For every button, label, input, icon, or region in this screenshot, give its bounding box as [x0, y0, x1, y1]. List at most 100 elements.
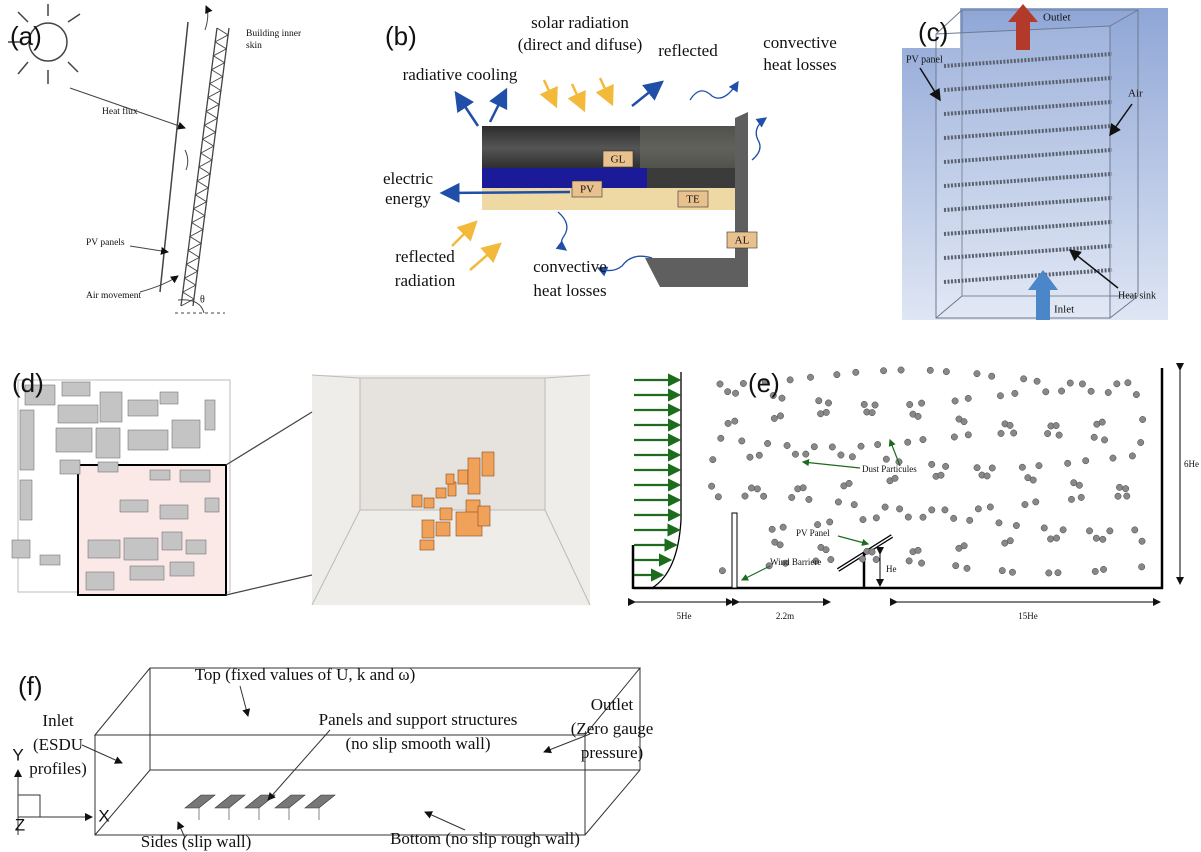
annotation: Dust Particules [862, 464, 917, 474]
dust-particle [771, 415, 777, 421]
dust-particle [1079, 381, 1085, 387]
dust-particle [929, 461, 935, 467]
dust-particle [1022, 501, 1028, 507]
building [58, 405, 98, 423]
annotation: PV panel [906, 54, 943, 65]
annotation: (no slip smooth wall) [346, 734, 491, 753]
dust-particle [1046, 570, 1052, 576]
annotation: X [98, 806, 109, 825]
dust-particle [760, 493, 766, 499]
dust-particle [920, 514, 926, 520]
dust-particle [882, 504, 888, 510]
annotation: Top (fixed values of U, k and ω) [195, 665, 416, 684]
dust-particle [1114, 381, 1120, 387]
dust-particle [807, 374, 813, 380]
dust-particle [929, 507, 935, 513]
annotation: Building inner [246, 29, 302, 39]
panel-label: (c) [918, 17, 948, 47]
dust-particle [883, 456, 889, 462]
dust-particle [915, 547, 921, 553]
dust-particle [942, 463, 948, 469]
annotation: reflected [395, 247, 455, 266]
dust-particle [740, 380, 746, 386]
annotation: heat losses [763, 55, 836, 74]
dust-particle [996, 520, 1002, 526]
dust-particle [719, 568, 725, 574]
dust-particle [1009, 569, 1015, 575]
orange-building [458, 470, 468, 484]
dust-particle [1093, 535, 1099, 541]
pv-array [305, 795, 335, 808]
dust-particle [1115, 493, 1121, 499]
building [62, 382, 90, 396]
annotation: solar radiation [531, 13, 629, 32]
dust-particle [1012, 390, 1018, 396]
dust-particle [1107, 528, 1113, 534]
dust-particle [851, 501, 857, 507]
dust-particle [906, 558, 912, 564]
annotation: electric [383, 169, 433, 188]
dust-particle [952, 398, 958, 404]
annotation: 2.2m [776, 611, 794, 621]
dust-particle [989, 465, 995, 471]
dust-particle [1013, 522, 1019, 528]
dust-particle [965, 432, 971, 438]
dust-particle [1125, 380, 1131, 386]
annotation: energy [385, 189, 431, 208]
annotation: Inlet [42, 711, 73, 730]
dust-particle [1132, 527, 1138, 533]
dust-particle [975, 506, 981, 512]
dust-particle [874, 441, 880, 447]
dust-particle [1116, 484, 1122, 490]
annotation: Y [12, 745, 23, 764]
dust-particle [1133, 391, 1139, 397]
dust-particle [1055, 569, 1061, 575]
annotation: Panels and support structures [319, 710, 518, 729]
dust-particle [780, 524, 786, 530]
dust-particle [1041, 525, 1047, 531]
annotation: He [886, 564, 897, 574]
dust-particle [999, 567, 1005, 573]
building [86, 572, 114, 590]
dust-particle [732, 390, 738, 396]
building [150, 470, 170, 480]
orange-building [436, 522, 450, 536]
orange-building [422, 520, 434, 538]
dust-particle [869, 549, 875, 555]
annotation: Heat flux [102, 106, 138, 117]
dust-particle [873, 515, 879, 521]
annotation: 15He [1018, 611, 1038, 621]
dust-particle [918, 400, 924, 406]
annotation: Outlet [591, 695, 634, 714]
building [40, 555, 60, 565]
panel-d [12, 375, 590, 605]
annotation: AL [735, 235, 750, 247]
dust-particle [998, 430, 1004, 436]
annotation: θ [200, 294, 205, 305]
dust-particle [1086, 528, 1092, 534]
orange-building [482, 452, 494, 476]
building [60, 460, 80, 474]
dust-particle [965, 395, 971, 401]
dust-particle [835, 499, 841, 505]
annotation: Air movement [86, 291, 142, 301]
panel-e [633, 367, 1180, 602]
annotation: Sides (slip wall) [141, 832, 252, 851]
dust-particle [1139, 416, 1145, 422]
dust-particle [803, 451, 809, 457]
dust-particle [1138, 439, 1144, 445]
annotation: PV panels [86, 238, 125, 248]
dust-particle [1033, 499, 1039, 505]
annotation: Inlet [1054, 304, 1074, 316]
dust-particle [1082, 457, 1088, 463]
dust-particle [769, 526, 775, 532]
dust-particle [918, 560, 924, 566]
dust-particle [764, 440, 770, 446]
orange-building [468, 458, 480, 494]
dust-particle [920, 436, 926, 442]
dust-particle [898, 367, 904, 373]
dust-particle [859, 556, 865, 562]
annotation: TE [686, 194, 700, 206]
dust-particle [1129, 453, 1135, 459]
dust-particle [1076, 482, 1082, 488]
